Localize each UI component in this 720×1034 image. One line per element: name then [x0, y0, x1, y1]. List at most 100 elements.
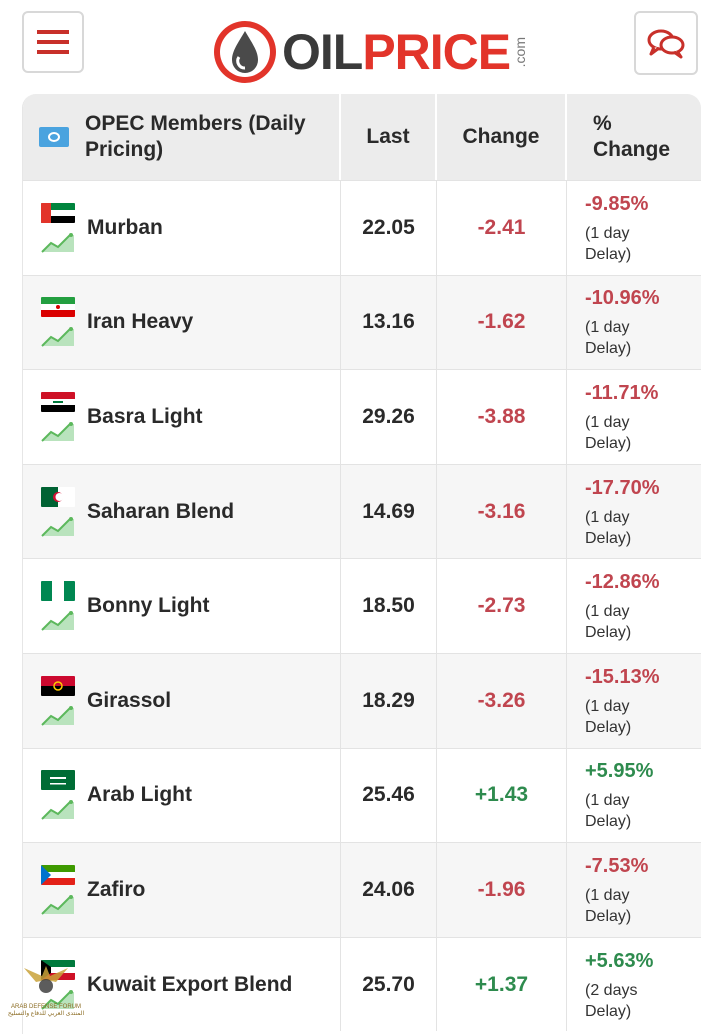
- table-row[interactable]: Arab Light 25.46 +1.43 +5.95% (1 day Del…: [23, 747, 701, 843]
- cell-member: Girassol: [23, 653, 341, 748]
- member-name[interactable]: Bonny Light: [87, 594, 210, 618]
- hamburger-icon: [37, 30, 69, 54]
- cell-pct-change: +5.95% (1 day Delay): [567, 749, 701, 843]
- cell-pct-change: +5.63% (2 days Delay): [567, 938, 701, 1032]
- row-icons: [41, 581, 77, 631]
- watermark-logo: ARAB DEFENSE FORUM المنتدى العربي للدفاع…: [4, 958, 88, 1030]
- chart-trend-icon[interactable]: [41, 325, 75, 348]
- delay-note: (1 day Delay): [585, 508, 632, 547]
- col-header-change[interactable]: Change: [437, 94, 567, 180]
- col-header-member[interactable]: OPEC Members (Daily Pricing): [23, 94, 341, 180]
- cell-pct-change: -17.70% (1 day Delay): [567, 465, 701, 559]
- cell-member: Arab Light: [23, 748, 341, 843]
- col-header-pct-change[interactable]: % Change: [567, 94, 701, 180]
- table-header: OPEC Members (Daily Pricing) Last Change…: [23, 94, 701, 180]
- cell-change: -2.41: [437, 181, 567, 275]
- change-value: -1.62: [477, 310, 526, 334]
- pct-change-value: -10.96%: [585, 287, 660, 310]
- delay-note: (1 day Delay): [585, 603, 632, 642]
- eqguinea-flag-icon: [41, 864, 75, 885]
- cell-change: -1.62: [437, 275, 567, 370]
- table-body: Murban 22.05 -2.41 -9.85% (1 day Delay) …: [23, 180, 701, 1032]
- delay-note: (1 day Delay): [585, 886, 632, 925]
- col-header-pct-line1: %: [593, 112, 612, 135]
- cell-last: 22.05: [341, 181, 437, 275]
- logo-com-text: .com: [512, 36, 529, 68]
- chart-trend-icon[interactable]: [41, 420, 75, 442]
- cell-member: Murban: [23, 181, 341, 275]
- cell-last: 25.70: [341, 937, 437, 1032]
- table-row[interactable]: Murban 22.05 -2.41 -9.85% (1 day Delay): [23, 180, 701, 275]
- cell-pct-change: -11.71% (1 day Delay): [567, 370, 701, 464]
- chat-button[interactable]: [634, 11, 698, 75]
- eagle-emblem-icon: [24, 966, 68, 993]
- chart-trend-icon[interactable]: [41, 893, 75, 915]
- change-value: +1.43: [474, 783, 529, 807]
- change-value: -3.88: [477, 404, 526, 428]
- chart-trend-icon[interactable]: [41, 231, 75, 253]
- last-price: 29.26: [362, 404, 415, 428]
- oilprice-logo[interactable]: OILPRICE .com: [212, 20, 528, 84]
- cell-member: Iran Heavy: [23, 275, 341, 370]
- col-header-member-label: OPEC Members (Daily Pricing): [85, 112, 306, 161]
- row-icons: [41, 675, 77, 726]
- cell-change: +1.43: [437, 748, 567, 843]
- table-row[interactable]: Basra Light 29.26 -3.88 -11.71% (1 day D…: [23, 369, 701, 464]
- menu-button[interactable]: [22, 11, 84, 73]
- table-row[interactable]: Bonny Light 18.50 -2.73 -12.86% (1 day D…: [23, 558, 701, 653]
- cell-pct-change: -7.53% (1 day Delay): [567, 843, 701, 937]
- table-row[interactable]: Kuwait Export Blend 25.70 +1.37 +5.63% (…: [23, 936, 701, 1032]
- watermark-text-1: ARAB DEFENSE FORUM: [10, 1004, 81, 1010]
- pct-change-value: -17.70%: [585, 476, 660, 499]
- nigeria-flag-icon: [41, 581, 75, 602]
- angola-flag-icon: [41, 675, 75, 696]
- pct-change-value: -12.86%: [585, 571, 660, 594]
- oil-drop-logo-icon: [214, 21, 276, 83]
- last-price: 18.50: [362, 594, 415, 618]
- table-row[interactable]: Zafiro 24.06 -1.96 -7.53% (1 day Delay): [23, 842, 701, 937]
- delay-note: (1 day Delay): [585, 224, 632, 263]
- member-name[interactable]: Murban: [87, 215, 163, 239]
- logo-wordmark: OILPRICE: [282, 27, 511, 77]
- member-name[interactable]: Arab Light: [87, 783, 192, 807]
- member-name[interactable]: Kuwait Export Blend: [87, 972, 293, 996]
- last-price: 22.05: [362, 215, 415, 239]
- cell-change: -2.73: [437, 559, 567, 653]
- member-name[interactable]: Iran Heavy: [87, 310, 194, 334]
- cell-member: Bonny Light: [23, 559, 341, 653]
- opec-price-table: OPEC Members (Daily Pricing) Last Change…: [22, 94, 701, 1034]
- chart-trend-icon[interactable]: [41, 704, 75, 726]
- chart-trend-icon[interactable]: [41, 609, 75, 631]
- last-price: 13.16: [362, 310, 415, 334]
- last-price: 25.70: [362, 972, 415, 996]
- cell-change: -3.88: [437, 370, 567, 464]
- pct-change-value: -11.71%: [585, 381, 659, 404]
- table-row[interactable]: Girassol 18.29 -3.26 -15.13% (1 day Dela…: [23, 652, 701, 748]
- uae-flag-icon: [41, 202, 75, 223]
- pct-change-value: -15.13%: [585, 665, 660, 688]
- member-name[interactable]: Girassol: [87, 688, 172, 712]
- delay-note: (1 day Delay): [585, 792, 632, 831]
- member-name[interactable]: Saharan Blend: [87, 499, 235, 523]
- chart-trend-icon[interactable]: [41, 515, 75, 537]
- cell-last: 24.06: [341, 843, 437, 937]
- row-icons: [41, 864, 77, 915]
- chart-trend-icon[interactable]: [41, 798, 75, 821]
- col-header-last[interactable]: Last: [341, 94, 437, 180]
- cell-last: 13.16: [341, 275, 437, 370]
- chart-trend-icon[interactable]: [41, 988, 75, 1010]
- table-row[interactable]: Iran Heavy 13.16 -1.62 -10.96% (1 day De…: [23, 274, 701, 370]
- cell-last: 14.69: [341, 464, 437, 559]
- cell-pct-change: -9.85% (1 day Delay): [567, 181, 701, 275]
- row-icons: [41, 486, 77, 537]
- last-price: 25.46: [362, 783, 415, 807]
- member-name[interactable]: Zafiro: [87, 877, 146, 901]
- change-value: -1.96: [477, 877, 526, 901]
- delay-note: (1 day Delay): [585, 413, 632, 452]
- member-name[interactable]: Basra Light: [87, 404, 203, 428]
- cell-member: Kuwait Export Blend: [23, 937, 341, 1032]
- iraq-flag-icon: [41, 391, 75, 412]
- delay-note: (1 day Delay): [585, 319, 632, 358]
- change-value: -2.41: [477, 215, 526, 239]
- table-row[interactable]: Saharan Blend 14.69 -3.16 -17.70% (1 day…: [23, 463, 701, 559]
